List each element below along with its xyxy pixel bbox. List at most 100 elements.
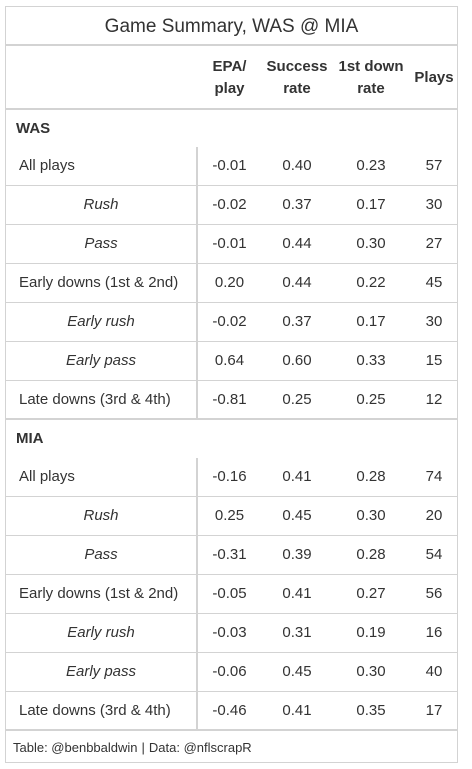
table-row: Pass -0.31 0.39 0.28 54	[6, 536, 457, 575]
cell-epa: -0.05	[212, 585, 247, 602]
cell-success: 0.40	[282, 157, 312, 174]
cell-success: 0.45	[282, 663, 312, 680]
cell-first-down: 0.17	[356, 313, 386, 330]
cell-plays: 56	[425, 585, 443, 602]
cell-epa: -0.46	[212, 702, 247, 719]
row-label: Early pass	[6, 342, 198, 380]
row-label: Rush	[6, 497, 198, 535]
cell-success: 0.41	[282, 702, 312, 719]
column-header-epa: EPA/ play	[198, 48, 261, 108]
column-header-row: EPA/ play Success rate 1st down rate Pla…	[6, 48, 457, 110]
row-label: Pass	[6, 225, 198, 263]
column-header-plays-label: Plays	[414, 69, 454, 86]
row-label: Pass	[6, 536, 198, 574]
cell-plays: 45	[425, 274, 443, 291]
data-source-credit: Data: @nflscrapR	[148, 740, 252, 755]
table-source-note: Table: @benbbaldwin | Data: @nflscrapR	[6, 733, 457, 763]
table-row: Early rush -0.02 0.37 0.17 30	[6, 303, 457, 342]
cell-epa: -0.01	[212, 235, 247, 252]
author-credit: Table: @benbbaldwin	[13, 740, 138, 755]
cell-first-down: 0.27	[356, 585, 386, 602]
table-row: Early pass 0.64 0.60 0.33 15	[6, 342, 457, 381]
cell-first-down: 0.17	[356, 196, 386, 213]
row-label: Early rush	[6, 303, 198, 341]
cell-epa: -0.06	[212, 663, 247, 680]
row-label: All plays	[6, 147, 198, 185]
column-header-success: Success rate	[261, 48, 333, 108]
table-row: All plays -0.01 0.40 0.23 57	[6, 147, 457, 186]
group-label-was: WAS	[16, 120, 51, 137]
table-title: Game Summary, WAS @ MIA	[6, 7, 457, 46]
cell-epa: 0.25	[214, 507, 245, 524]
cell-epa: -0.31	[212, 546, 247, 563]
table-row: Pass -0.01 0.44 0.30 27	[6, 225, 457, 264]
row-label: Early rush	[6, 614, 198, 652]
cell-epa: -0.03	[212, 624, 247, 641]
cell-success: 0.60	[282, 352, 312, 369]
cell-plays: 54	[425, 546, 443, 563]
cell-plays: 74	[425, 468, 443, 485]
cell-success: 0.45	[282, 507, 312, 524]
row-label: Early pass	[6, 653, 198, 691]
footer-separator: |	[141, 740, 145, 755]
cell-first-down: 0.22	[356, 274, 386, 291]
row-label: Late downs (3rd & 4th)	[6, 381, 198, 419]
cell-plays: 40	[425, 663, 443, 680]
table-row: Early downs (1st & 2nd) -0.05 0.41 0.27 …	[6, 575, 457, 614]
cell-success: 0.39	[282, 546, 312, 563]
cell-first-down: 0.19	[356, 624, 386, 641]
table-row: Early rush -0.03 0.31 0.19 16	[6, 614, 457, 653]
cell-success: 0.31	[282, 624, 312, 641]
summary-table: Game Summary, WAS @ MIA EPA/ play Succes…	[5, 6, 458, 763]
cell-success: 0.37	[282, 313, 312, 330]
cell-plays: 15	[425, 352, 443, 369]
cell-first-down: 0.25	[356, 391, 386, 408]
cell-epa: -0.01	[212, 157, 247, 174]
table-row: Late downs (3rd & 4th) -0.46 0.41 0.35 1…	[6, 692, 457, 731]
cell-first-down: 0.30	[356, 663, 386, 680]
table-row: All plays -0.16 0.41 0.28 74	[6, 458, 457, 497]
cell-plays: 30	[425, 313, 443, 330]
row-label: Late downs (3rd & 4th)	[6, 692, 198, 730]
table-row: Late downs (3rd & 4th) -0.81 0.25 0.25 1…	[6, 381, 457, 420]
cell-first-down: 0.28	[356, 468, 386, 485]
table-row: Rush 0.25 0.45 0.30 20	[6, 497, 457, 536]
cell-epa: -0.16	[212, 468, 247, 485]
row-label: Early downs (1st & 2nd)	[6, 264, 198, 302]
cell-first-down: 0.23	[356, 157, 386, 174]
table-row: Rush -0.02 0.37 0.17 30	[6, 186, 457, 225]
cell-epa: 0.64	[214, 352, 245, 369]
column-header-plays: Plays	[409, 48, 459, 108]
table-row: Early pass -0.06 0.45 0.30 40	[6, 653, 457, 692]
cell-success: 0.25	[282, 391, 312, 408]
cell-success: 0.44	[282, 274, 312, 291]
cell-plays: 27	[425, 235, 443, 252]
group-label-mia: MIA	[16, 430, 44, 447]
cell-first-down: 0.35	[356, 702, 386, 719]
cell-success: 0.44	[282, 235, 312, 252]
cell-plays: 57	[425, 157, 443, 174]
cell-success: 0.41	[282, 585, 312, 602]
cell-first-down: 0.30	[356, 507, 386, 524]
cell-plays: 16	[425, 624, 443, 641]
cell-epa: 0.20	[214, 274, 245, 291]
cell-plays: 20	[425, 507, 443, 524]
cell-first-down: 0.30	[356, 235, 386, 252]
cell-first-down: 0.28	[356, 546, 386, 563]
cell-plays: 12	[425, 391, 443, 408]
cell-epa: -0.02	[212, 196, 247, 213]
column-header-first-down-label: 1st down rate	[338, 58, 404, 97]
column-header-first-down: 1st down rate	[333, 48, 409, 108]
cell-plays: 30	[425, 196, 443, 213]
cell-success: 0.41	[282, 468, 312, 485]
row-label: Early downs (1st & 2nd)	[6, 575, 198, 613]
row-label: Rush	[6, 186, 198, 224]
column-header-success-label: Success rate	[266, 58, 328, 97]
cell-epa: -0.02	[212, 313, 247, 330]
row-label: All plays	[6, 458, 198, 496]
cell-success: 0.37	[282, 196, 312, 213]
cell-first-down: 0.33	[356, 352, 386, 369]
cell-epa: -0.81	[212, 391, 247, 408]
table-row: Early downs (1st & 2nd) 0.20 0.44 0.22 4…	[6, 264, 457, 303]
cell-plays: 17	[425, 702, 443, 719]
